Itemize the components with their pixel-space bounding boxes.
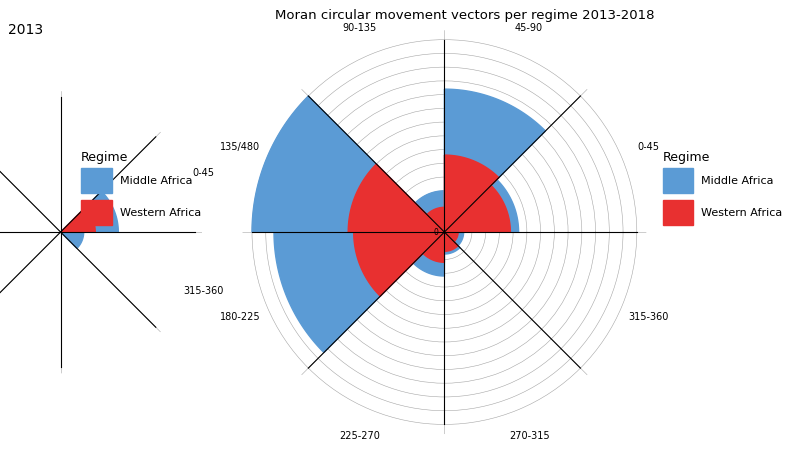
Text: 270-315: 270-315 (509, 431, 549, 441)
Text: 0-45: 0-45 (638, 142, 660, 152)
Polygon shape (444, 180, 519, 232)
Polygon shape (444, 232, 458, 242)
Text: 180-225: 180-225 (220, 312, 260, 322)
Text: 135/480: 135/480 (220, 142, 260, 152)
Text: 0-45: 0-45 (192, 168, 215, 178)
Polygon shape (423, 232, 444, 262)
Text: 225-270: 225-270 (339, 431, 381, 441)
Polygon shape (348, 164, 444, 232)
Polygon shape (444, 232, 460, 254)
Text: Regime: Regime (663, 151, 710, 164)
Text: 315-360: 315-360 (183, 286, 224, 296)
Polygon shape (444, 232, 458, 251)
Polygon shape (444, 89, 545, 232)
Polygon shape (61, 232, 84, 248)
Polygon shape (444, 232, 464, 246)
Text: 90-135: 90-135 (343, 23, 377, 33)
Polygon shape (414, 232, 444, 276)
Text: Regime: Regime (81, 151, 128, 164)
Text: Middle Africa: Middle Africa (701, 176, 774, 186)
Text: 315-360: 315-360 (629, 312, 669, 322)
Polygon shape (444, 155, 499, 232)
Text: 0 -: 0 - (435, 228, 444, 237)
Polygon shape (252, 96, 444, 232)
Polygon shape (444, 185, 511, 232)
Text: 2013: 2013 (8, 23, 43, 37)
Polygon shape (415, 191, 444, 232)
Text: Western Africa: Western Africa (701, 208, 783, 217)
Polygon shape (274, 232, 444, 353)
Polygon shape (61, 191, 118, 232)
Text: Moran circular movement vectors per regime 2013-2018: Moran circular movement vectors per regi… (275, 9, 654, 22)
Text: Western Africa: Western Africa (120, 208, 201, 217)
Text: Middle Africa: Middle Africa (120, 176, 192, 186)
Text: 45-90: 45-90 (515, 23, 543, 33)
Polygon shape (427, 207, 444, 232)
Polygon shape (354, 232, 444, 296)
Polygon shape (61, 207, 95, 232)
